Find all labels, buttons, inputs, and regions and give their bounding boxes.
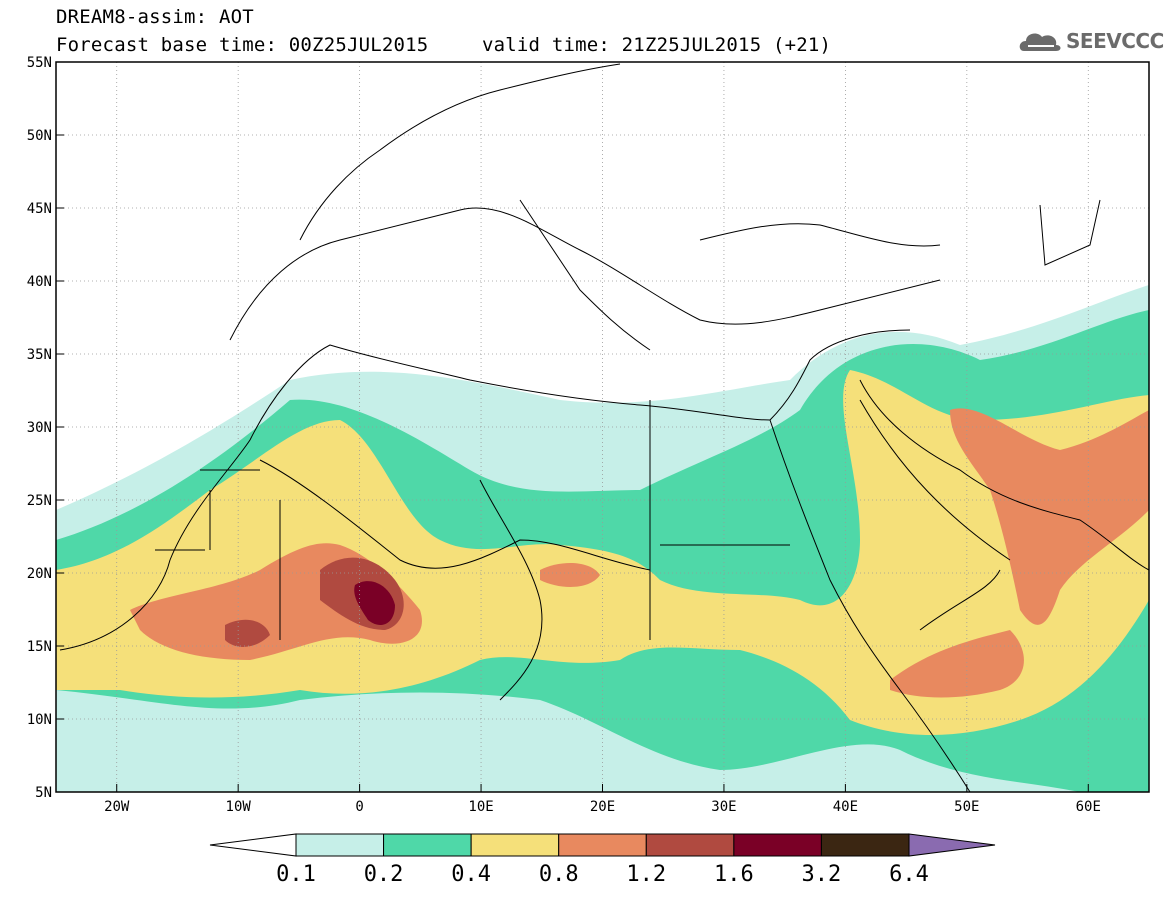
colorbar-label: 0.8 (539, 862, 579, 887)
lat-tick-label: 25N (27, 493, 52, 509)
lon-axis: 20W 10W 0 10E 20E 30E 40E 50E 60E (104, 784, 1101, 815)
aot-level-1.2 (225, 619, 270, 647)
lat-tick-label: 10N (27, 712, 52, 728)
colorbar-label: 0.4 (451, 862, 491, 887)
lat-tick-label: 15N (27, 639, 52, 655)
colorbar-box (733, 833, 822, 857)
lon-tick-label: 0 (355, 799, 363, 815)
colorbar-box (558, 833, 647, 857)
forecast-base-time: Forecast base time: 00Z25JUL2015 (56, 34, 429, 56)
colorbar-under-arrow (209, 833, 297, 857)
lat-tick-label: 50N (27, 128, 52, 144)
logo-text: SEEVCCC (1066, 29, 1164, 53)
graticule (56, 61, 1149, 793)
colorbar-box (383, 833, 472, 857)
colorbar: 0.1 0.2 0.4 0.8 1.2 1.6 3.2 6.4 (209, 833, 996, 887)
colorbar-label: 1.2 (626, 862, 666, 887)
aot-level-0.8 (540, 563, 600, 587)
cloud-logo-icon (1019, 33, 1061, 51)
colorbar-box (295, 833, 385, 857)
lon-tick-label: 10W (226, 799, 252, 815)
aot-level-0.8 (890, 630, 1024, 698)
lat-tick-label: 45N (27, 201, 52, 217)
lat-tick-label: 20N (27, 566, 52, 582)
aot-level-1.6 (354, 581, 395, 625)
lat-tick-label: 40N (27, 274, 52, 290)
chart-title: DREAM8-assim: AOT (56, 6, 254, 28)
aot-level-0.8 (950, 408, 1149, 625)
colorbar-label: 3.2 (802, 862, 842, 887)
lat-axis: 5N 10N 15N 20N 25N 30N 35N 40N 45N 50N 55N (27, 55, 64, 801)
colorbar-label: 1.6 (714, 862, 754, 887)
lon-tick-label: 60E (1076, 799, 1101, 815)
lon-tick-label: 20E (590, 799, 615, 815)
lon-tick-label: 10E (468, 799, 493, 815)
lon-tick-label: 30E (711, 799, 736, 815)
lon-tick-label: 50E (954, 799, 979, 815)
colorbar-label: 0.1 (276, 862, 316, 887)
aot-level-0.4 (56, 370, 1149, 735)
lat-tick-label: 35N (27, 347, 52, 363)
lat-tick-label: 5N (35, 785, 52, 801)
colorbar-box (820, 833, 910, 857)
colorbar-label: 0.2 (364, 862, 404, 887)
lat-tick-label: 55N (27, 55, 52, 71)
lon-tick-label: 20W (104, 799, 130, 815)
colorbar-label: 6.4 (889, 862, 929, 887)
colorbar-box (645, 833, 735, 857)
valid-time: valid time: 21Z25JUL2015 (+21) (482, 34, 832, 56)
lat-tick-label: 30N (27, 420, 52, 436)
coastlines (59, 63, 1149, 792)
colorbar-box (470, 833, 560, 857)
colorbar-over-arrow (908, 833, 996, 857)
lon-tick-label: 40E (833, 799, 858, 815)
